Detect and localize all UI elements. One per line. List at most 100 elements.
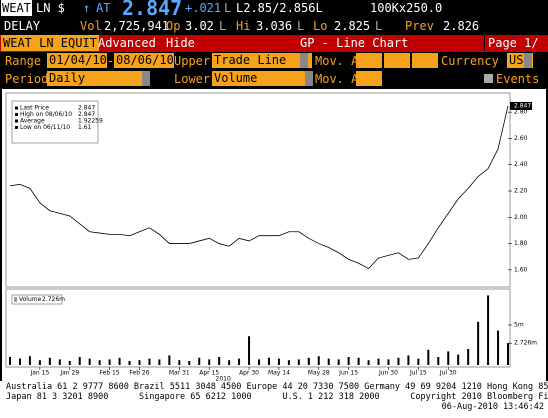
volume-panel	[5, 288, 511, 368]
mov-avg-input[interactable]	[412, 53, 438, 68]
price-line	[9, 105, 509, 270]
contact-line: Japan 81 3 3201 8900 Singapore 65 6212 1…	[6, 392, 548, 402]
high-flag: L	[297, 19, 305, 33]
lower-select[interactable]: Volume	[212, 71, 312, 86]
exchange: LN $	[36, 1, 65, 15]
volume-bar	[148, 358, 151, 365]
legend-label: Low on 06/11/10	[20, 124, 70, 131]
mov-avg-input[interactable]	[356, 53, 382, 68]
x-tick-label: Feb 15	[100, 370, 120, 377]
dropdown-arrow[interactable]	[305, 71, 313, 86]
volume-bar	[128, 361, 131, 365]
open-flag: L	[219, 19, 227, 33]
function-title: GP - Line Chart	[300, 36, 409, 50]
volume-bar	[417, 358, 420, 365]
currency-label: Currency	[441, 54, 499, 68]
volume-bar	[437, 357, 440, 365]
volume-bar	[497, 330, 500, 365]
security[interactable]: WEAT LN EQUIT	[1, 35, 99, 51]
y-tick-label: 2.00	[514, 214, 528, 221]
volume-bar	[367, 360, 370, 365]
volume-bar	[297, 359, 300, 365]
legend-marker	[15, 119, 18, 123]
volume-bar	[317, 356, 320, 365]
volume-bar	[238, 358, 241, 365]
y-tick-label: 5m	[514, 322, 524, 329]
volume-bar	[158, 359, 161, 365]
ticker[interactable]: WEAT	[1, 0, 32, 16]
events-icon[interactable]	[484, 74, 493, 83]
volume-bar	[228, 360, 231, 365]
last-price-tag-bg	[510, 101, 532, 110]
delay: DELAY	[4, 19, 41, 33]
price-panel	[5, 92, 511, 288]
high: 3.036	[256, 19, 293, 33]
period-select[interactable]: Daily	[47, 71, 149, 86]
footer: Australia 61 2 9777 8600 Brazil 5511 304…	[0, 381, 548, 418]
volume-bar	[287, 360, 290, 365]
volume-bar	[198, 357, 201, 365]
volume-bar	[377, 358, 380, 365]
legend-box	[11, 100, 99, 144]
volume-bar	[307, 357, 310, 365]
volume-bar	[48, 357, 51, 365]
dropdown-arrow[interactable]	[142, 71, 150, 86]
legend-label: Last Price	[20, 105, 49, 112]
dropdown-arrow[interactable]	[524, 53, 532, 68]
x-tick-label: Feb 26	[129, 370, 149, 377]
volume-bar	[357, 357, 360, 365]
x-tick-label: Jun 30	[378, 370, 398, 377]
bid-ask: L2.85/2.856L	[236, 1, 323, 15]
range-label: Range	[5, 54, 42, 68]
toolbar	[0, 35, 548, 52]
x-tick-label: May 14	[268, 370, 290, 377]
dropdown-arrow[interactable]	[300, 53, 308, 68]
change-flag: L	[224, 1, 232, 15]
volume-bar	[9, 357, 11, 365]
timestamp: 06-Aug-2010 13:46:42	[441, 402, 544, 412]
volume-bar	[467, 349, 470, 365]
x-tick-label: Mar 31	[169, 370, 190, 377]
legend-marker	[15, 106, 18, 110]
x-tick-label: Jun 15	[338, 370, 358, 377]
events-button[interactable]: Events	[496, 72, 540, 86]
volume-bar	[88, 358, 91, 365]
volume-bar	[218, 357, 221, 365]
end-date[interactable]: 08/06/10	[114, 53, 174, 68]
volume-bar	[58, 359, 61, 365]
at: AT	[96, 1, 111, 15]
x-year: 2010	[216, 376, 231, 382]
legend-marker	[15, 126, 18, 129]
y-tick-label: 2.20	[514, 188, 528, 195]
last-price-tag: 2.847	[514, 102, 531, 109]
advanced-button[interactable]: Advanced	[98, 36, 156, 50]
vol: 2,725,941	[104, 19, 170, 33]
low: 2.825	[334, 19, 371, 33]
volume-bar	[98, 360, 101, 365]
volume-bar	[447, 351, 450, 365]
start-date[interactable]: 01/04/10	[47, 53, 107, 68]
volume-bar	[277, 358, 280, 365]
mov-avg-input[interactable]	[356, 71, 382, 86]
volume-bar	[18, 358, 21, 365]
y-tick-label: 1.80	[514, 240, 528, 247]
x-tick-label: Jan 15	[29, 370, 49, 377]
volume-bar	[108, 359, 111, 365]
x-tick-label: Jan 29	[59, 370, 79, 377]
legend-value: 2.847	[78, 105, 95, 112]
upper-select[interactable]: Trade Line	[212, 53, 312, 68]
legend-swatch	[14, 297, 17, 302]
volume-bar	[407, 355, 410, 365]
chart-area: Volume 2.726m 1.60 1.80 2.00 2.20 2.40 2.60 2.…	[2, 89, 546, 383]
open-label: Op	[166, 19, 181, 33]
mov-avg-input[interactable]	[384, 53, 410, 68]
dash: -	[107, 54, 115, 68]
y-tick-label: 2.726m	[514, 340, 537, 347]
volume-bar	[208, 359, 211, 365]
legend-label: Volume	[19, 296, 42, 303]
hide-button[interactable]: Hide	[166, 36, 195, 50]
volume-bar	[38, 360, 41, 365]
legend-label: Average	[20, 118, 45, 125]
legend-value: 2.847	[78, 111, 95, 118]
volume-bar	[337, 359, 340, 365]
